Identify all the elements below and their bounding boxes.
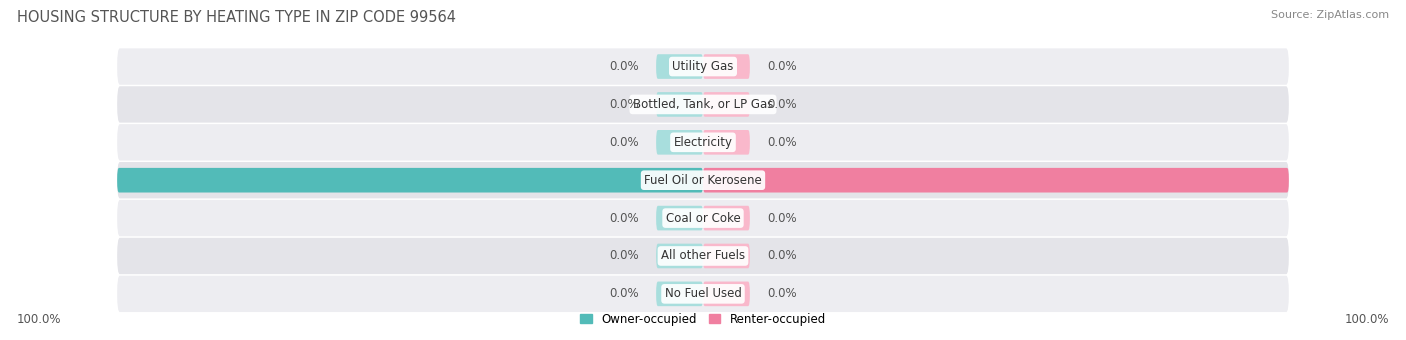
Text: 100.0%: 100.0% [1344, 313, 1389, 326]
Text: Fuel Oil or Kerosene: Fuel Oil or Kerosene [644, 174, 762, 187]
FancyBboxPatch shape [657, 54, 703, 79]
FancyBboxPatch shape [703, 168, 1289, 192]
FancyBboxPatch shape [703, 92, 749, 117]
Text: 0.0%: 0.0% [609, 211, 638, 225]
Text: All other Fuels: All other Fuels [661, 250, 745, 262]
FancyBboxPatch shape [117, 48, 1289, 85]
Text: 0.0%: 0.0% [768, 287, 797, 300]
Text: HOUSING STRUCTURE BY HEATING TYPE IN ZIP CODE 99564: HOUSING STRUCTURE BY HEATING TYPE IN ZIP… [17, 10, 456, 25]
Text: 0.0%: 0.0% [609, 60, 638, 73]
Text: 0.0%: 0.0% [609, 287, 638, 300]
Text: 0.0%: 0.0% [609, 98, 638, 111]
FancyBboxPatch shape [703, 130, 749, 155]
FancyBboxPatch shape [657, 244, 703, 268]
Text: No Fuel Used: No Fuel Used [665, 287, 741, 300]
Text: 0.0%: 0.0% [768, 98, 797, 111]
Text: 0.0%: 0.0% [768, 60, 797, 73]
FancyBboxPatch shape [657, 130, 703, 155]
FancyBboxPatch shape [657, 282, 703, 306]
FancyBboxPatch shape [117, 162, 1289, 198]
FancyBboxPatch shape [117, 86, 1289, 123]
Text: Source: ZipAtlas.com: Source: ZipAtlas.com [1271, 10, 1389, 20]
Text: 0.0%: 0.0% [768, 136, 797, 149]
Text: 0.0%: 0.0% [768, 211, 797, 225]
FancyBboxPatch shape [703, 244, 749, 268]
FancyBboxPatch shape [117, 238, 1289, 274]
FancyBboxPatch shape [117, 168, 703, 192]
Text: 100.0%: 100.0% [51, 174, 100, 187]
FancyBboxPatch shape [703, 54, 749, 79]
Text: Utility Gas: Utility Gas [672, 60, 734, 73]
Text: Electricity: Electricity [673, 136, 733, 149]
Text: Bottled, Tank, or LP Gas: Bottled, Tank, or LP Gas [633, 98, 773, 111]
FancyBboxPatch shape [703, 206, 749, 231]
FancyBboxPatch shape [703, 282, 749, 306]
Text: Coal or Coke: Coal or Coke [665, 211, 741, 225]
FancyBboxPatch shape [657, 206, 703, 231]
Text: 0.0%: 0.0% [609, 136, 638, 149]
Text: 0.0%: 0.0% [768, 250, 797, 262]
Text: 0.0%: 0.0% [609, 250, 638, 262]
Legend: Owner-occupied, Renter-occupied: Owner-occupied, Renter-occupied [575, 308, 831, 331]
FancyBboxPatch shape [117, 276, 1289, 312]
FancyBboxPatch shape [117, 124, 1289, 160]
FancyBboxPatch shape [657, 92, 703, 117]
Text: 100.0%: 100.0% [1306, 174, 1355, 187]
FancyBboxPatch shape [117, 200, 1289, 236]
Text: 100.0%: 100.0% [17, 313, 62, 326]
